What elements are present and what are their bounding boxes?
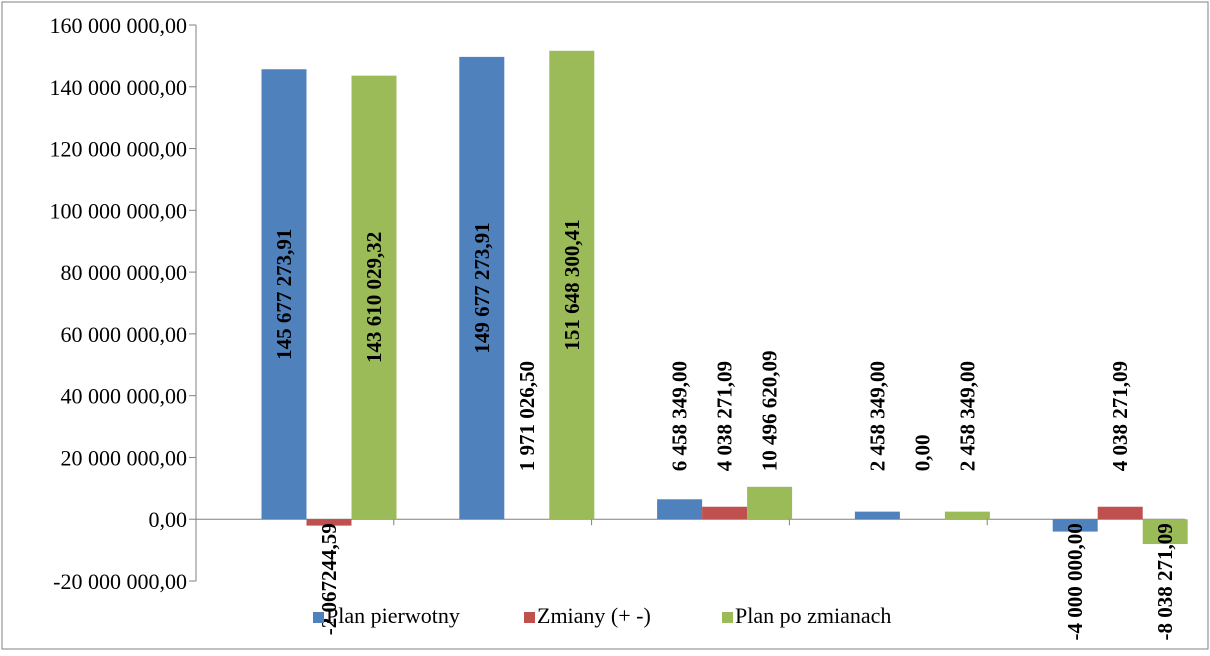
legend-swatch xyxy=(722,612,733,623)
data-label: 4 038 271,09 xyxy=(1108,361,1132,471)
y-tick-label: 20 000 000,00 xyxy=(61,445,188,470)
legend-label: Plan pierwotny xyxy=(326,603,460,628)
y-tick-label: 100 000 000,00 xyxy=(50,198,188,223)
y-tick-label: 120 000 000,00 xyxy=(50,137,188,162)
data-label: 6 458 349,00 xyxy=(668,361,692,471)
data-label: 145 677 273,91 xyxy=(272,229,296,360)
y-tick-label: -20 000 000,00 xyxy=(53,569,187,594)
data-labels: 145 677 273,91 149 677 273,91 6 458 349,00… xyxy=(272,219,1177,640)
axis-layer: -20 000 000,00 0,00 20 000 000,00 40 000 00… xyxy=(50,13,1186,594)
bar-plan-po-zmianach-2 xyxy=(747,487,792,519)
y-tick-label: 60 000 000,00 xyxy=(61,322,188,347)
legend-label: Plan po zmianach xyxy=(735,603,891,628)
data-label: 143 610 029,32 xyxy=(362,232,386,363)
legend-label: Zmiany (+ -) xyxy=(537,603,651,628)
data-label: -4 000 000,00 xyxy=(1063,523,1087,640)
bar-zmiany--4 xyxy=(1098,507,1143,519)
data-label: 0,00 xyxy=(910,434,934,471)
y-tick-label: 0,00 xyxy=(149,507,188,532)
y-tick-label: 80 000 000,00 xyxy=(61,260,188,285)
y-tick-label: 40 000 000,00 xyxy=(61,384,188,409)
y-tick-label: 140 000 000,00 xyxy=(50,75,188,100)
bar-plan-pierwotny-2 xyxy=(657,499,702,519)
data-label: 4 038 271,09 xyxy=(713,361,737,471)
data-label: 1 971 026,50 xyxy=(515,361,539,471)
bar-plan-pierwotny-3 xyxy=(855,512,900,520)
legend: Plan pierwotny Zmiany (+ -) Plan po zmiana… xyxy=(313,603,891,628)
data-label: 2 458 349,00 xyxy=(955,361,979,471)
y-tick-label: 160 000 000,00 xyxy=(50,13,188,38)
data-label: -8 038 271,09 xyxy=(1153,523,1177,640)
data-label: 151 648 300,41 xyxy=(560,219,584,350)
data-label: 10 496 620,09 xyxy=(758,350,782,471)
legend-swatch xyxy=(524,612,535,623)
data-label: 149 677 273,91 xyxy=(470,222,494,353)
bar-plan-po-zmianach-3 xyxy=(945,512,990,520)
bar-zmiany--2 xyxy=(702,507,747,519)
data-label: 2 458 349,00 xyxy=(865,361,889,471)
legend-swatch xyxy=(313,612,324,623)
